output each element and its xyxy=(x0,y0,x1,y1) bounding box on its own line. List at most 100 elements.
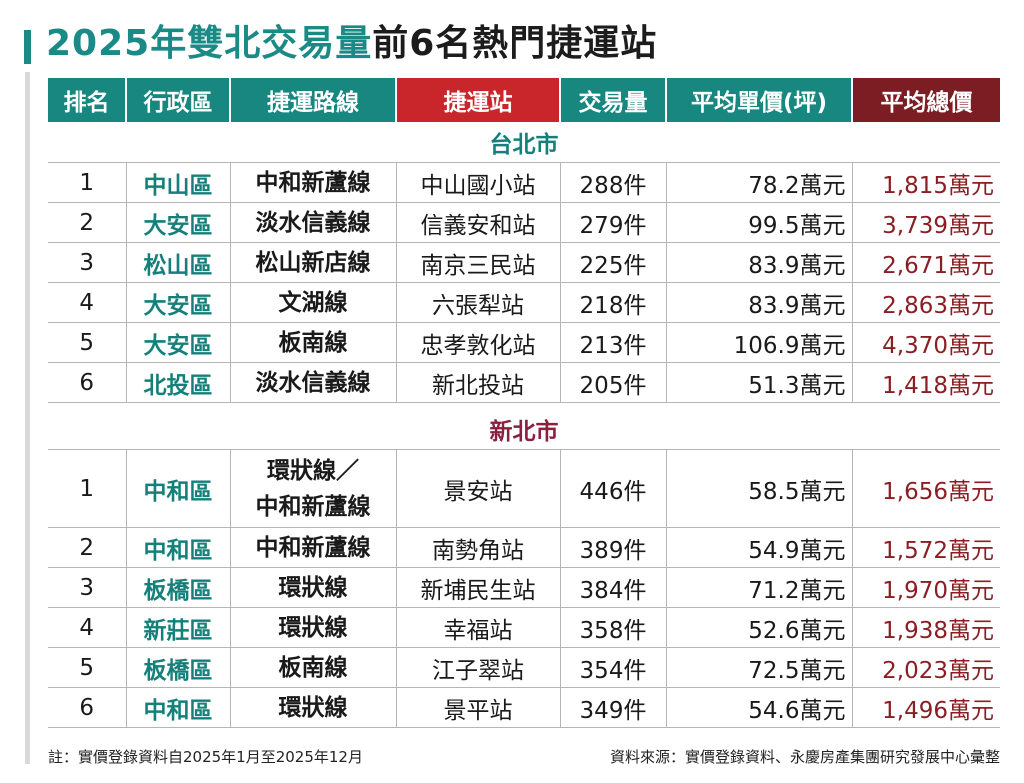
district-cell: 中山區 xyxy=(126,162,231,203)
section-title: 新北市 xyxy=(48,409,1000,450)
header-rank: 排名 xyxy=(48,78,127,122)
district-cell: 板橋區 xyxy=(126,567,231,608)
total-price-cell: 1,815萬元 xyxy=(852,162,1000,203)
mrt-line-cell: 淡水信義線 xyxy=(230,362,397,403)
rank-cell: 1 xyxy=(48,162,127,203)
mrt-line-cell: 文湖線 xyxy=(230,282,397,323)
mrt-station-cell: 新北投站 xyxy=(396,362,561,403)
district-cell: 大安區 xyxy=(126,202,231,243)
header-volume: 交易量 xyxy=(560,78,667,122)
mrt-station-cell: 景安站 xyxy=(396,449,561,528)
mrt-station-cell: 信義安和站 xyxy=(396,202,561,243)
unit-price-cell: 58.5萬元 xyxy=(666,449,853,528)
section-row: 台北市 xyxy=(48,122,1000,163)
volume-cell: 354件 xyxy=(560,647,667,688)
header-unit-price: 平均單價(坪) xyxy=(666,78,853,122)
mrt-line-cell: 環狀線 xyxy=(230,607,397,648)
mrt-station-cell: 南勢角站 xyxy=(396,527,561,568)
table-row: 4 新莊區 環狀線 幸福站 358件 52.6萬元 1,938萬元 xyxy=(48,607,1000,648)
volume-cell: 225件 xyxy=(560,242,667,283)
mrt-station-cell: 景平站 xyxy=(396,687,561,728)
volume-cell: 205件 xyxy=(560,362,667,403)
mrt-station-cell: 江子翠站 xyxy=(396,647,561,688)
table-row: 2 中和區 中和新蘆線 南勢角站 389件 54.9萬元 1,572萬元 xyxy=(48,527,1000,568)
title-highlight: 2025年雙北交易量 xyxy=(46,23,373,64)
unit-price-cell: 72.5萬元 xyxy=(666,647,853,688)
section-title: 台北市 xyxy=(48,122,1000,163)
unit-price-cell: 51.3萬元 xyxy=(666,362,853,403)
table-body: 台北市 1 中山區 中和新蘆線 中山國小站 288件 78.2萬元 1,815萬元 2 大安區 淡水… xyxy=(48,122,1000,728)
volume-cell: 446件 xyxy=(560,449,667,528)
total-price-cell: 2,863萬元 xyxy=(852,282,1000,323)
unit-price-cell: 54.6萬元 xyxy=(666,687,853,728)
header-mrt-station: 捷運站 xyxy=(396,78,561,122)
district-cell: 大安區 xyxy=(126,322,231,363)
volume-cell: 349件 xyxy=(560,687,667,728)
district-cell: 松山區 xyxy=(126,242,231,283)
total-price-cell: 1,656萬元 xyxy=(852,449,1000,528)
unit-price-cell: 52.6萬元 xyxy=(666,607,853,648)
unit-price-cell: 54.9萬元 xyxy=(666,527,853,568)
district-cell: 中和區 xyxy=(126,449,231,528)
total-price-cell: 2,023萬元 xyxy=(852,647,1000,688)
table-row: 1 中和區 環狀線／ 中和新蘆線 景安站 446件 58.5萬元 1,656萬元 xyxy=(48,449,1000,528)
table-row: 3 板橋區 環狀線 新埔民生站 384件 71.2萬元 1,970萬元 xyxy=(48,567,1000,608)
mrt-line-cell: 淡水信義線 xyxy=(230,202,397,243)
header-mrt-line: 捷運路線 xyxy=(230,78,397,122)
mrt-line-cell: 板南線 xyxy=(230,322,397,363)
table-row: 5 大安區 板南線 忠孝敦化站 213件 106.9萬元 4,370萬元 xyxy=(48,322,1000,363)
volume-cell: 218件 xyxy=(560,282,667,323)
mrt-station-cell: 六張犁站 xyxy=(396,282,561,323)
mrt-line-part: 環狀線／ xyxy=(267,457,359,484)
rank-cell: 3 xyxy=(48,242,127,283)
total-price-cell: 1,970萬元 xyxy=(852,567,1000,608)
unit-price-cell: 83.9萬元 xyxy=(666,282,853,323)
rank-cell: 5 xyxy=(48,647,127,688)
volume-cell: 288件 xyxy=(560,162,667,203)
mrt-line-cell: 環狀線 xyxy=(230,687,397,728)
mrt-line-cell: 中和新蘆線 xyxy=(230,162,397,203)
mrt-line-cell: 板南線 xyxy=(230,647,397,688)
total-price-cell: 4,370萬元 xyxy=(852,322,1000,363)
rank-cell: 6 xyxy=(48,687,127,728)
unit-price-cell: 99.5萬元 xyxy=(666,202,853,243)
rank-cell: 5 xyxy=(48,322,127,363)
footer-source: 資料來源：實價登錄資料、永慶房產集團研究發展中心彙整 xyxy=(609,748,1000,766)
unit-price-cell: 83.9萬元 xyxy=(666,242,853,283)
mrt-station-cell: 中山國小站 xyxy=(396,162,561,203)
footer-note: 註：實價登錄資料自2025年1月至2025年12月 xyxy=(48,748,363,766)
total-price-cell: 1,938萬元 xyxy=(852,607,1000,648)
total-price-cell: 1,418萬元 xyxy=(852,362,1000,403)
table-row: 3 松山區 松山新店線 南京三民站 225件 83.9萬元 2,671萬元 xyxy=(48,242,1000,283)
rank-cell: 4 xyxy=(48,607,127,648)
district-cell: 北投區 xyxy=(126,362,231,403)
page-title: 2025年雙北交易量前6名熱門捷運站 xyxy=(46,20,657,68)
header-district: 行政區 xyxy=(126,78,231,122)
district-cell: 新莊區 xyxy=(126,607,231,648)
total-price-cell: 3,739萬元 xyxy=(852,202,1000,243)
rank-cell: 6 xyxy=(48,362,127,403)
table-row: 4 大安區 文湖線 六張犁站 218件 83.9萬元 2,863萬元 xyxy=(48,282,1000,323)
mrt-station-cell: 幸福站 xyxy=(396,607,561,648)
total-price-cell: 1,572萬元 xyxy=(852,527,1000,568)
table-row: 6 北投區 淡水信義線 新北投站 205件 51.3萬元 1,418萬元 xyxy=(48,362,1000,403)
rank-cell: 3 xyxy=(48,567,127,608)
header-total-price: 平均總價 xyxy=(852,78,1000,122)
volume-cell: 279件 xyxy=(560,202,667,243)
mrt-line-cell: 環狀線 xyxy=(230,567,397,608)
volume-cell: 384件 xyxy=(560,567,667,608)
total-price-cell: 1,496萬元 xyxy=(852,687,1000,728)
rank-cell: 4 xyxy=(48,282,127,323)
district-cell: 大安區 xyxy=(126,282,231,323)
ranking-table: 排名 行政區 捷運路線 捷運站 交易量 平均單價(坪) 平均總價 台北市 1 中山區… xyxy=(48,78,1000,728)
rank-cell: 2 xyxy=(48,527,127,568)
district-cell: 中和區 xyxy=(126,687,231,728)
unit-price-cell: 71.2萬元 xyxy=(666,567,853,608)
table-row: 2 大安區 淡水信義線 信義安和站 279件 99.5萬元 3,739萬元 xyxy=(48,202,1000,243)
mrt-line-cell: 環狀線／ 中和新蘆線 xyxy=(230,449,397,528)
mrt-station-cell: 忠孝敦化站 xyxy=(396,322,561,363)
mrt-line-cell: 松山新店線 xyxy=(230,242,397,283)
table-row: 1 中山區 中和新蘆線 中山國小站 288件 78.2萬元 1,815萬元 xyxy=(48,162,1000,203)
mrt-line-part: 中和新蘆線 xyxy=(255,493,371,520)
district-cell: 板橋區 xyxy=(126,647,231,688)
